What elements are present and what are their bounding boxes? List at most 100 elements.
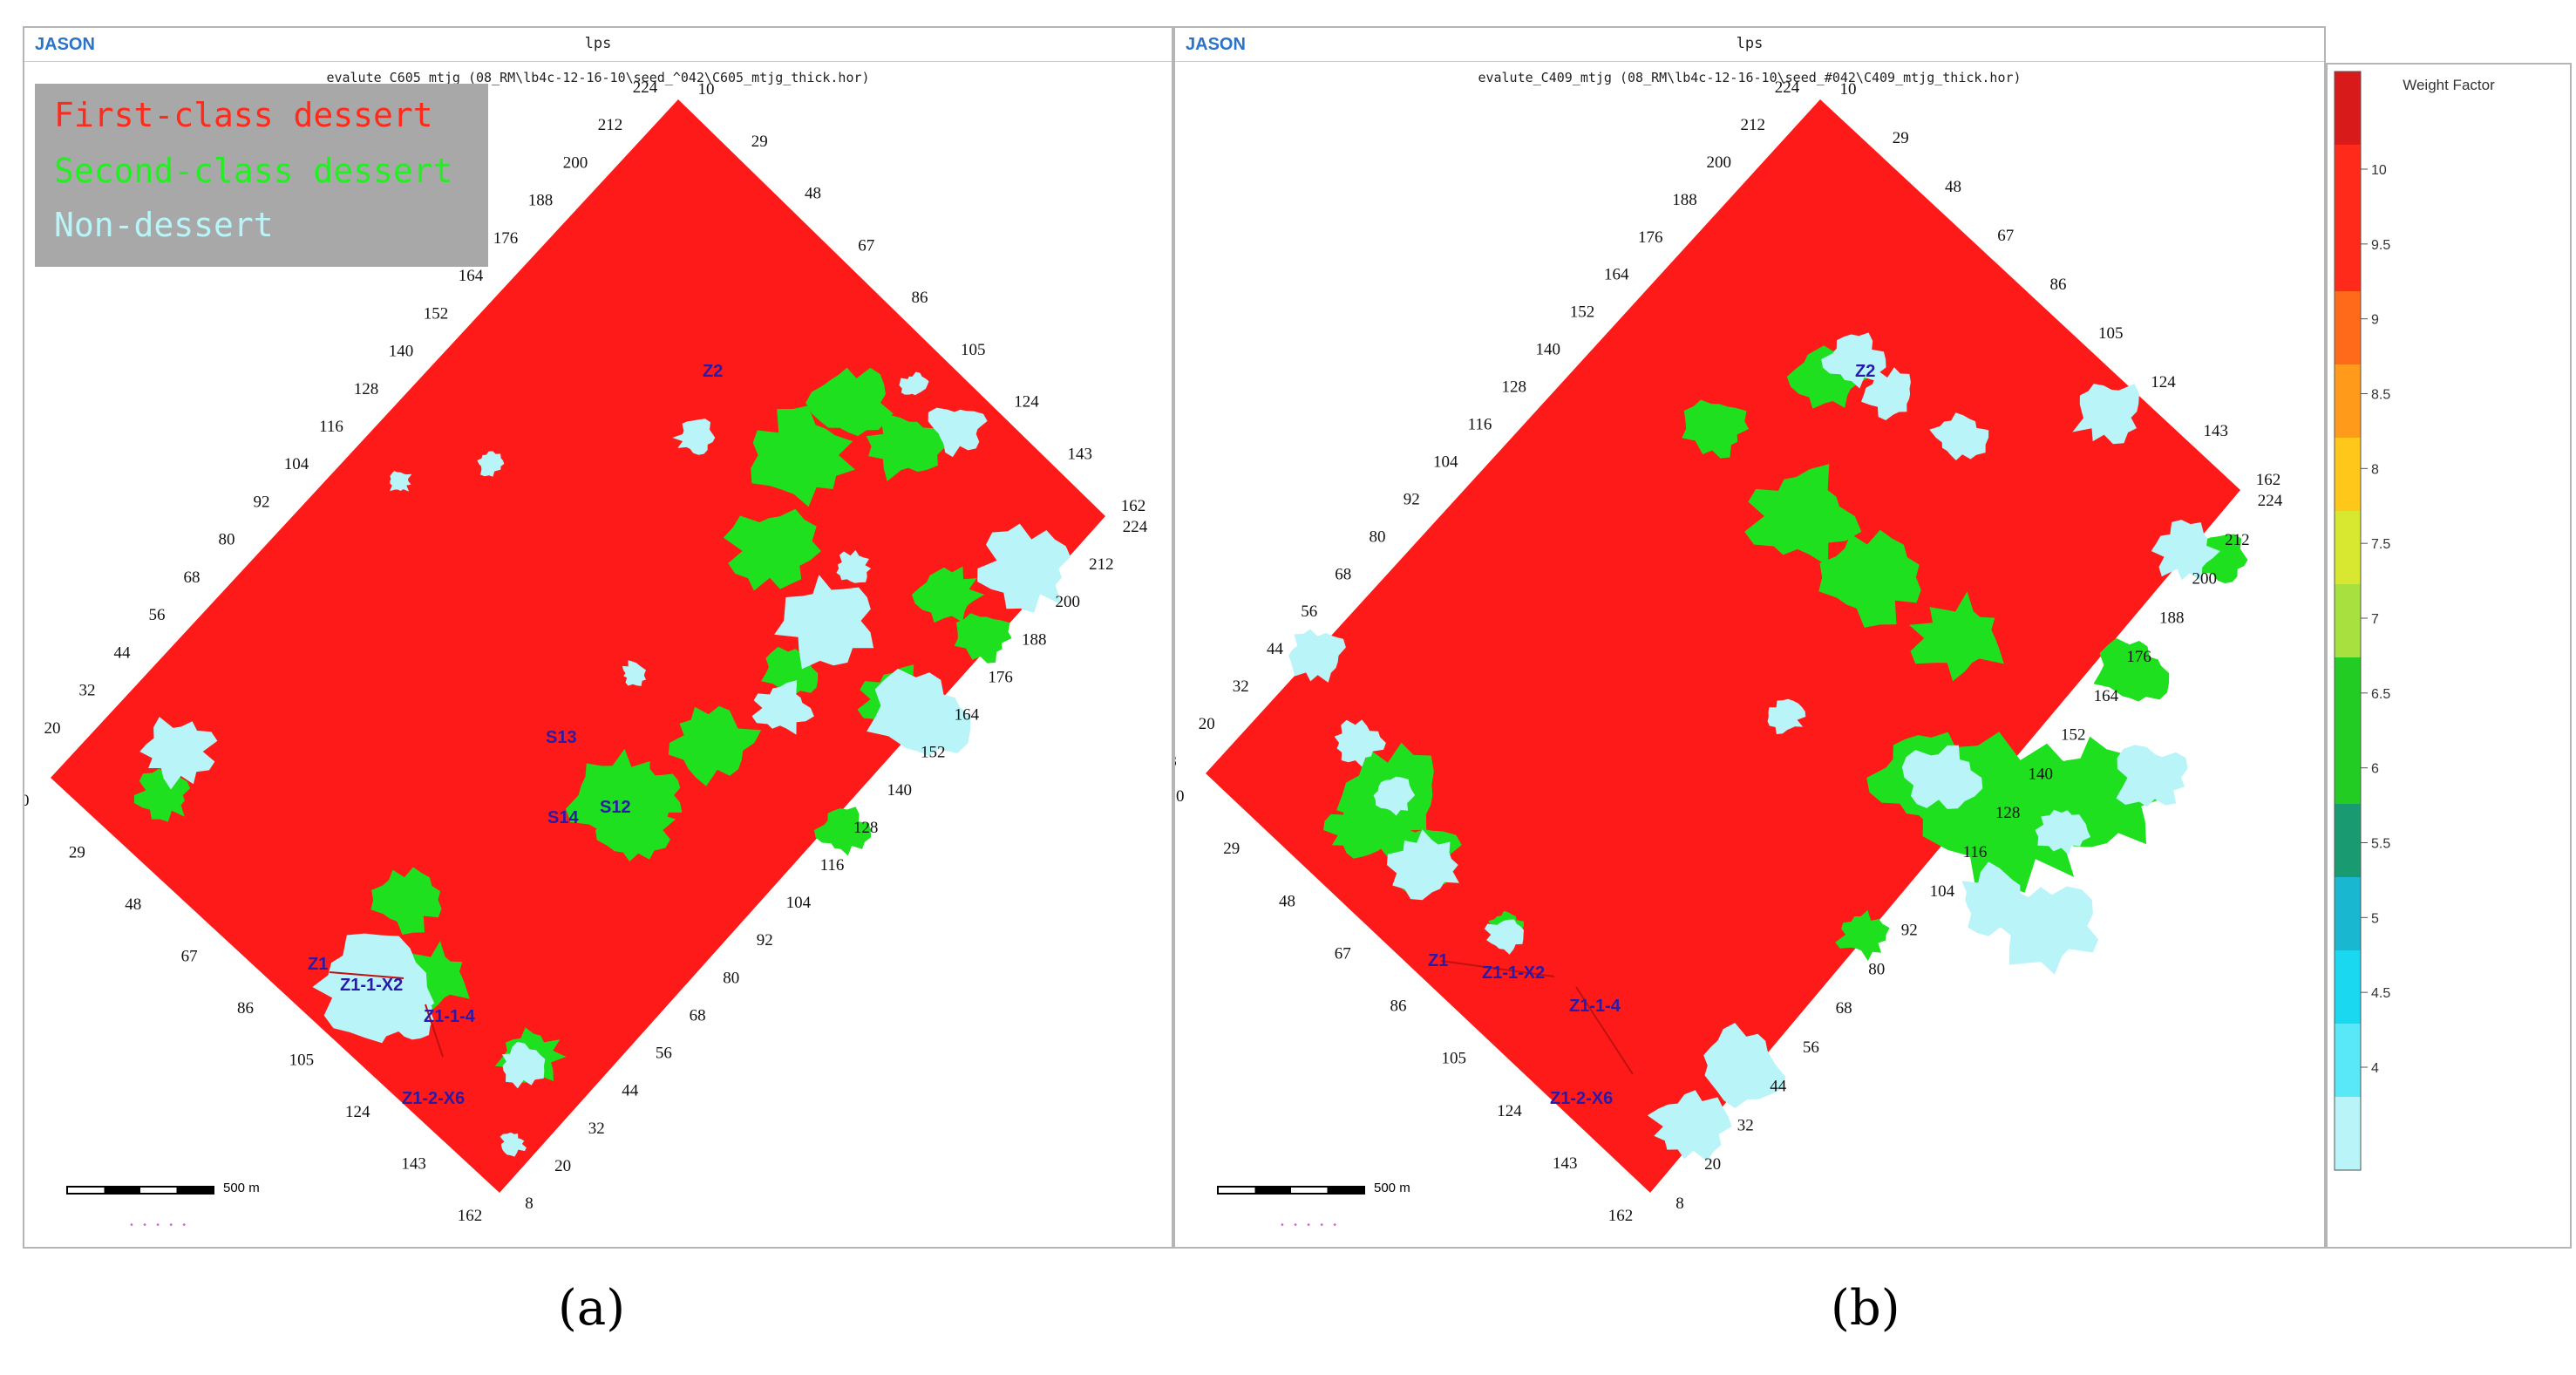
grid-label: 105	[289, 1052, 315, 1070]
grid-label: 124	[1014, 393, 1039, 412]
grid-label: 10	[698, 80, 715, 99]
grid-label: 140	[887, 781, 912, 800]
grid-label: 188	[1672, 191, 1697, 209]
scale-bar	[66, 1186, 214, 1195]
grid-label: 29	[1893, 129, 1909, 147]
well-trajectory	[425, 1004, 444, 1058]
grid-label: 164	[1604, 266, 1629, 284]
non-dessert-patch	[390, 471, 412, 492]
colorbar-panel: Weight Factor 10 9.5 9 8.5 8 7.5 7 6.5 6 5.5 5 4.5 4	[2326, 63, 2572, 1249]
grid-label: 105	[1442, 1050, 1467, 1068]
grid-label: 164	[459, 267, 484, 285]
non-dessert-patch	[500, 1132, 527, 1157]
well-label: S14	[547, 808, 579, 827]
scale-label: 500 m	[1374, 1181, 1410, 1195]
grid-label: 10	[1175, 787, 1185, 806]
non-dessert-patch	[751, 680, 814, 735]
grid-label: 92	[254, 493, 270, 511]
grid-label: 200	[1706, 153, 1731, 172]
grid-label: 8	[1175, 752, 1177, 771]
grid-label: 68	[1335, 565, 1351, 583]
non-dessert-patch	[1961, 861, 2034, 936]
grid-label: 152	[921, 744, 946, 762]
grid-label: 188	[2159, 609, 2185, 627]
grid-label: 80	[1370, 528, 1386, 546]
grid-label: 128	[1501, 378, 1526, 397]
non-dessert-patch	[1647, 1090, 1732, 1161]
colorbar-segment	[2335, 877, 2361, 951]
second-class-patch	[618, 766, 683, 827]
grid-label: 152	[2061, 726, 2086, 745]
first-class-zone	[1206, 99, 2240, 1193]
well-label: Z1	[308, 955, 328, 974]
grid-label: 140	[2028, 765, 2053, 783]
well-label: S12	[600, 798, 631, 817]
well-trajectory	[1440, 960, 1555, 977]
non-dessert-patch	[774, 575, 874, 670]
grid-label: 67	[181, 948, 198, 966]
window-title: lps	[1736, 35, 1764, 52]
grid-label: 116	[820, 856, 845, 875]
thickness-map-a: Z2 S13 S12 S14 Z1 Z1-1-X2 Z1-1-4 Z1-2-X6 224 212 2…	[24, 78, 1148, 1225]
second-class-patch	[911, 566, 985, 623]
colorbar-tick-label: 9	[2371, 313, 2379, 328]
grid-label: 128	[354, 380, 379, 398]
map-subtitle: evalute_C605_mtjg (08_RM\lb4c-12-16-10\s…	[326, 70, 870, 85]
grid-label: 48	[125, 895, 141, 914]
second-class-patch	[1744, 464, 1862, 567]
grid-label: 8	[1675, 1195, 1684, 1213]
colorbar-segment	[2335, 291, 2361, 365]
grid-label: 56	[149, 606, 166, 624]
grid-label: 224	[1123, 518, 1148, 536]
grid-label: 29	[1223, 840, 1240, 858]
grid-label: 56	[1803, 1038, 1819, 1057]
well-label: Z2	[1855, 362, 1875, 381]
non-dessert-patch	[2035, 809, 2091, 855]
colorbar-tick-label: 5	[2371, 911, 2379, 926]
grid-label: 128	[1995, 804, 2021, 822]
grid-label: 56	[1301, 602, 1317, 621]
grid-label: 86	[1390, 997, 1407, 1016]
thickness-map-b: Z2 Z1 Z1-1-X2 Z1-1-4 Z1-2-X6 224 212 200 188 176 1…	[1175, 78, 2283, 1225]
colorbar: 10 9.5 9 8.5 8 7.5 7 6.5 6 5.5 5 4.5 4	[2334, 71, 2390, 1171]
grid-label: 20	[44, 719, 61, 738]
caption-b: (b)	[1831, 1280, 1900, 1337]
non-dessert-patch	[2072, 384, 2139, 445]
colorbar-segment	[2335, 511, 2361, 585]
map-subtitle: evalute_C409_mtjg (08_RM\lb4c-12-16-10\s…	[1478, 70, 2022, 85]
grid-label: 29	[69, 844, 85, 862]
colorbar-tick-label: 8	[2371, 462, 2379, 477]
grid-label: 67	[858, 236, 874, 255]
title-divider	[1175, 61, 2324, 62]
brand-label: JASON	[35, 35, 95, 54]
non-dessert-patch	[501, 1041, 546, 1089]
grid-label: 124	[1497, 1102, 1522, 1120]
non-dessert-patch	[1767, 698, 1806, 734]
colorbar-segment	[2335, 950, 2361, 1024]
non-dessert-patch	[1901, 745, 1983, 809]
grid-label: 44	[1267, 640, 1284, 658]
grid-label: 143	[2204, 422, 2229, 440]
non-dessert-patch	[867, 668, 971, 756]
grid-label: 67	[1335, 944, 1351, 963]
grid-label: 48	[805, 185, 821, 203]
grid-label: 20	[1199, 715, 1215, 733]
non-dessert-patch	[928, 407, 988, 458]
colorbar-segment	[2335, 218, 2361, 292]
colorbar-segment	[2335, 657, 2361, 732]
non-dessert-patch	[836, 549, 872, 583]
colorbar-segment	[2335, 438, 2361, 512]
grid-label: 105	[2098, 324, 2124, 343]
non-dessert-patch	[1386, 829, 1459, 901]
grid-label: 80	[219, 531, 235, 549]
well-label: Z1-1-X2	[340, 976, 403, 995]
grid-label: 105	[961, 341, 986, 359]
second-class-patch	[1835, 909, 1890, 962]
second-class-patch	[370, 867, 442, 935]
well-trajectory	[329, 971, 404, 979]
legend-first-class: First-class dessert	[54, 96, 433, 134]
grid-label: 44	[114, 643, 132, 662]
well-label: Z2	[703, 362, 723, 381]
grid-label: 68	[690, 1006, 706, 1024]
grid-label: 212	[2225, 531, 2250, 549]
